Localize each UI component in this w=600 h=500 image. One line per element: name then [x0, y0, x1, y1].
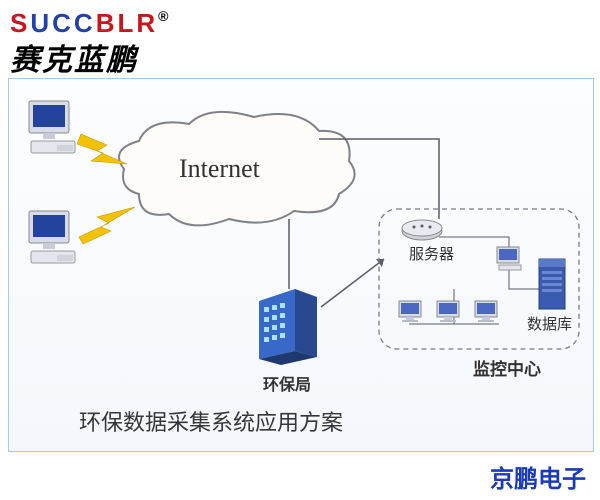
line-building-to-monitor: [321, 259, 384, 307]
terminal-icon: [497, 247, 521, 270]
building-icon: [259, 289, 317, 365]
brand-logo: SUCCBLR® 赛克蓝鹏: [10, 8, 171, 79]
label-env-bureau: 环保局: [263, 371, 311, 395]
monitor-icon: [437, 301, 459, 322]
logo-chinese: 赛克蓝鹏: [10, 35, 171, 79]
client-computer-icon: [29, 101, 75, 153]
diagram-svg: [9, 79, 593, 451]
diagram-title: 环保数据采集系统应用方案: [79, 405, 343, 437]
monitor-icon: [399, 301, 421, 322]
logo-en-part2: BLR: [96, 8, 158, 38]
registered-icon: ®: [158, 8, 171, 24]
database-icon: [539, 259, 565, 309]
watermark-text: 京鹏电子: [490, 459, 586, 494]
label-monitor-center: 监控中心: [473, 355, 541, 380]
network-diagram: Internet 服务器 数据库 监控中心 环保局 环保数据采集系统应用方案: [8, 78, 594, 452]
server-icon: [402, 220, 442, 240]
logo-en-blue: UCC: [30, 8, 95, 38]
lightning-icon: [79, 207, 135, 244]
label-internet: Internet: [179, 154, 260, 184]
client-computer-icon: [29, 211, 75, 263]
monitor-icon: [475, 301, 497, 322]
label-database: 数据库: [527, 313, 572, 334]
logo-en-part1: S: [10, 8, 30, 38]
label-server: 服务器: [409, 243, 454, 264]
arrow-head-icon: [376, 259, 384, 267]
